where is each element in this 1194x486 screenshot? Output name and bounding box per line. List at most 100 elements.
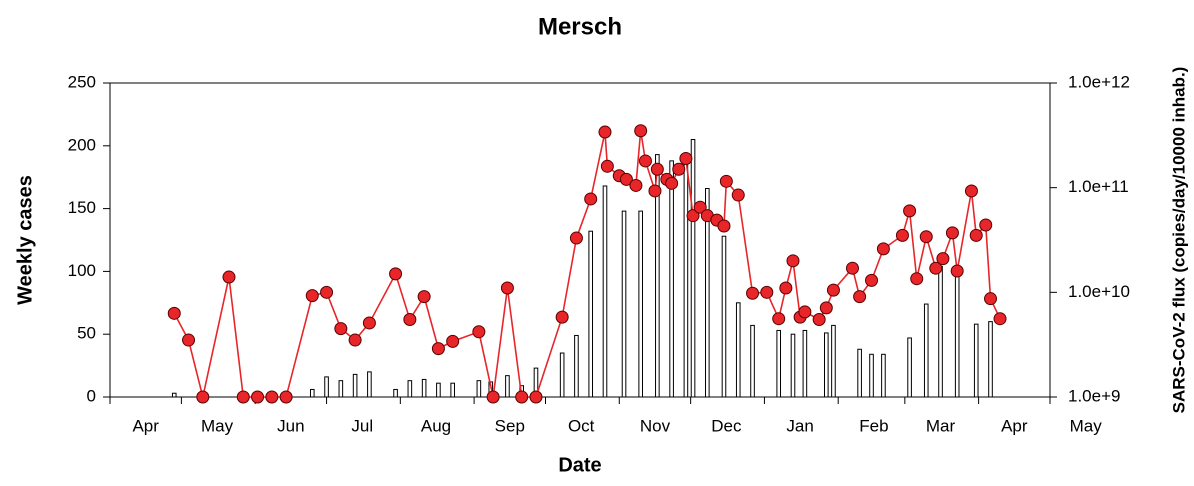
bar xyxy=(367,371,372,398)
point xyxy=(865,273,879,287)
bar xyxy=(831,324,836,398)
bar xyxy=(574,334,579,398)
series-line xyxy=(173,130,1001,398)
point xyxy=(629,178,643,192)
bar xyxy=(559,352,565,398)
point xyxy=(389,267,403,281)
point xyxy=(634,124,648,138)
point xyxy=(600,159,614,173)
point xyxy=(693,200,707,214)
bar xyxy=(352,373,358,398)
bar xyxy=(393,388,398,398)
point xyxy=(679,151,693,165)
point xyxy=(717,219,731,233)
bar xyxy=(638,210,643,398)
bar xyxy=(450,382,455,398)
bar xyxy=(476,380,482,398)
point xyxy=(760,285,774,299)
chart-title: Mersch xyxy=(538,13,622,40)
bar xyxy=(923,303,929,398)
y-tick-label: 50 xyxy=(77,324,96,343)
bar xyxy=(421,378,427,398)
x-tick-label: Nov xyxy=(640,416,671,435)
point xyxy=(731,188,745,202)
point xyxy=(362,316,376,330)
bar xyxy=(907,337,912,398)
point xyxy=(903,204,917,218)
y-tick-label: 250 xyxy=(68,72,96,91)
bar xyxy=(621,210,627,398)
point xyxy=(650,162,664,176)
y2-tick-label: 1.0e+9 xyxy=(1068,386,1120,405)
point xyxy=(672,162,686,176)
plot-frame xyxy=(109,82,1051,398)
bar xyxy=(881,353,886,398)
point xyxy=(305,289,319,303)
point xyxy=(993,312,1007,326)
y2-tick-label: 1.0e+11 xyxy=(1068,177,1129,196)
point xyxy=(895,228,909,242)
bar xyxy=(869,353,874,398)
point xyxy=(910,272,924,286)
point xyxy=(929,261,943,275)
x-tick-label: Sep xyxy=(495,416,525,435)
point xyxy=(320,285,334,299)
x-tick-label: May xyxy=(1070,416,1103,435)
x-tick-label: Jul xyxy=(351,416,373,435)
point xyxy=(500,281,514,295)
point xyxy=(772,312,786,326)
point xyxy=(638,154,652,168)
bar xyxy=(324,376,329,398)
bar xyxy=(973,323,979,398)
bar xyxy=(750,324,755,398)
x-tick-label: Dec xyxy=(711,416,742,435)
point xyxy=(746,286,760,300)
point xyxy=(779,281,793,295)
point xyxy=(845,261,859,275)
point xyxy=(826,283,840,297)
point xyxy=(167,306,181,320)
point xyxy=(334,322,348,336)
bar xyxy=(338,380,344,398)
x-tick-label: Jan xyxy=(786,416,813,435)
point xyxy=(417,290,431,304)
point xyxy=(403,313,417,327)
point xyxy=(431,342,445,356)
point xyxy=(236,390,250,404)
x-tick-label: Feb xyxy=(859,416,888,435)
bar xyxy=(683,157,689,398)
point xyxy=(619,172,633,186)
point xyxy=(979,218,993,232)
point xyxy=(719,174,733,188)
bar xyxy=(436,382,441,398)
point xyxy=(686,209,700,223)
point xyxy=(936,252,950,266)
point xyxy=(182,333,196,347)
x-tick-label: Oct xyxy=(568,416,595,435)
point xyxy=(819,301,833,315)
bar xyxy=(857,348,862,398)
bar xyxy=(669,160,674,398)
y-tick-label: 200 xyxy=(68,135,96,154)
point xyxy=(798,305,812,319)
point xyxy=(446,334,460,348)
bar xyxy=(735,302,741,398)
bar xyxy=(171,392,177,398)
bar xyxy=(309,388,315,398)
point xyxy=(569,231,583,245)
y2-tick-label: 1.0e+12 xyxy=(1068,72,1130,91)
point xyxy=(555,310,569,324)
point xyxy=(529,390,543,404)
x-tick-label: May xyxy=(201,416,234,435)
point xyxy=(486,390,500,404)
bar xyxy=(824,332,829,398)
point xyxy=(665,176,679,190)
point xyxy=(265,390,279,404)
point xyxy=(584,192,598,206)
point xyxy=(222,270,236,284)
point xyxy=(919,230,933,244)
point xyxy=(964,184,978,198)
bar xyxy=(588,230,594,398)
x-tick-label: Jun xyxy=(277,416,304,435)
